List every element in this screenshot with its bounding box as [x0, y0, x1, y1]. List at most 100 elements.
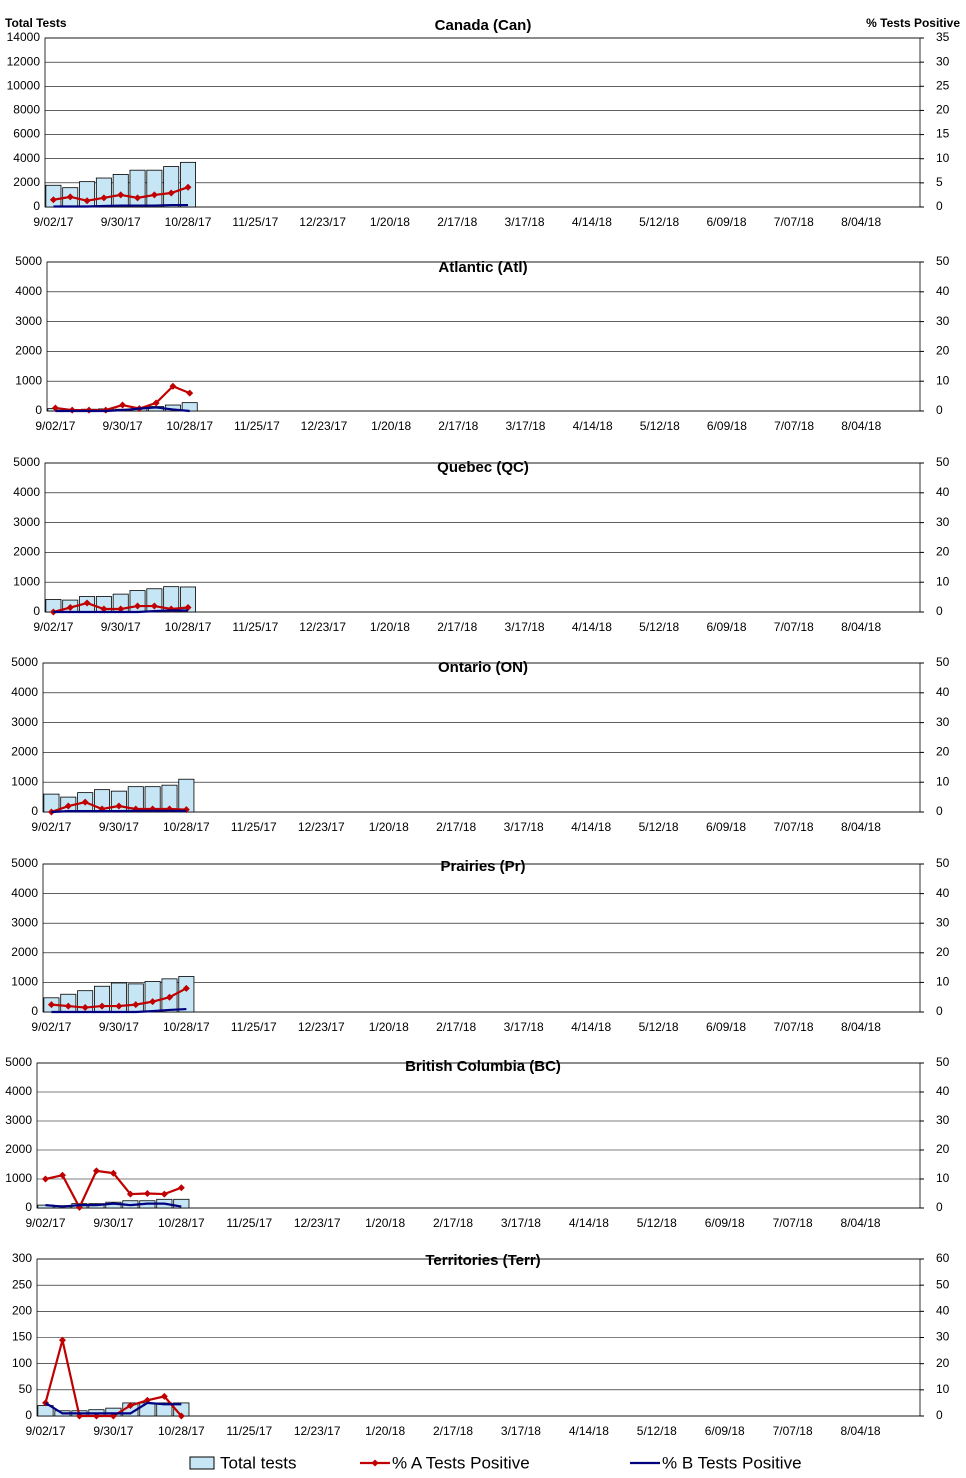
y2-tick-label: 0: [936, 403, 943, 417]
y-tick-label: 1000: [11, 975, 38, 989]
marker: [49, 196, 57, 204]
x-tick-label: 2/17/18: [438, 419, 478, 433]
chart-title: British Columbia (BC): [405, 1058, 561, 1075]
marker: [47, 1001, 55, 1009]
chart-title: Prairies (Pr): [440, 858, 525, 875]
x-tick-label: 2/17/18: [436, 820, 476, 834]
x-tick-label: 8/04/18: [841, 820, 881, 834]
x-tick-label: 11/25/17: [232, 620, 278, 634]
y2-tick-label: 10: [936, 151, 950, 165]
marker: [186, 389, 194, 397]
marker: [100, 194, 108, 202]
y2-tick-label: 50: [936, 655, 950, 669]
marker: [92, 1167, 100, 1175]
marker: [169, 382, 177, 390]
y-tick-label: 200: [12, 1304, 32, 1318]
x-tick-label: 1/20/18: [371, 419, 411, 433]
legend-label: % B Tests Positive: [662, 1453, 802, 1472]
y2-tick-label: 20: [936, 945, 950, 959]
marker: [58, 1171, 66, 1179]
marker: [177, 1184, 185, 1192]
legend-label: % A Tests Positive: [392, 1453, 530, 1472]
x-tick-label: 11/25/17: [226, 1216, 272, 1230]
y2-tick-label: 40: [936, 685, 950, 699]
x-tick-label: 12/23/17: [299, 620, 346, 634]
x-tick-label: 10/28/17: [165, 620, 212, 634]
marker: [149, 998, 157, 1006]
x-tick-label: 12/23/17: [301, 419, 348, 433]
plot-frame: [44, 462, 921, 613]
series-line: [51, 809, 187, 814]
x-tick-label: 2/17/18: [433, 1216, 473, 1230]
y2-tick-label: 0: [936, 1004, 943, 1018]
marker: [165, 993, 173, 1001]
x-tick-label: 5/12/18: [639, 215, 679, 229]
y-tick-label: 5000: [13, 455, 40, 469]
y2-tick-label: 50: [936, 1055, 950, 1069]
marker: [143, 1190, 151, 1197]
x-tick-label: 9/30/17: [101, 620, 141, 634]
x-tick-label: 9/30/17: [93, 1216, 133, 1230]
y2-tick-label: 40: [936, 284, 950, 298]
x-tick-label: 9/02/17: [25, 1216, 65, 1230]
marker: [51, 404, 59, 412]
marker: [132, 1001, 140, 1009]
y-tick-label: 2000: [13, 175, 40, 189]
y-tick-label: 4000: [5, 1084, 32, 1098]
marker: [58, 1336, 66, 1344]
marker: [83, 599, 91, 607]
y2-tick-label: 20: [936, 103, 950, 117]
x-tick-label: 2/17/18: [436, 1020, 476, 1034]
x-tick-label: 6/09/18: [706, 620, 746, 634]
y2-tick-label: 0: [936, 604, 943, 618]
bar: [112, 174, 129, 208]
x-tick-label: 6/09/18: [705, 1424, 745, 1438]
x-tick-label: 9/30/17: [99, 1020, 139, 1034]
y2-tick-label: 0: [936, 199, 943, 213]
chart-title: Quebec (QC): [437, 459, 529, 476]
marker: [167, 189, 175, 197]
y2-tick-label: 40: [936, 485, 950, 499]
bar: [45, 184, 62, 208]
x-tick-label: 11/25/17: [234, 419, 280, 433]
marker: [115, 1002, 123, 1010]
y-tick-label: 10000: [7, 78, 41, 92]
marker: [64, 1002, 72, 1010]
x-tick-label: 3/17/18: [501, 1216, 541, 1230]
x-tick-label: 6/09/18: [706, 215, 746, 229]
y-tick-label: 3000: [11, 715, 38, 729]
y-axis-label: Total Tests: [5, 16, 67, 30]
bar: [173, 1198, 190, 1209]
chart-title: Territories (Terr): [425, 1252, 540, 1269]
marker: [81, 798, 89, 806]
x-tick-label: 5/12/18: [639, 820, 679, 834]
y2-tick-label: 10: [936, 373, 950, 387]
marker: [81, 1004, 89, 1012]
x-tick-label: 10/28/17: [158, 1216, 205, 1230]
x-tick-label: 3/17/18: [504, 1020, 544, 1034]
y2-tick-label: 15: [936, 127, 950, 141]
y-tick-label: 50: [19, 1382, 33, 1396]
y2-tick-label: 50: [936, 455, 950, 469]
series-line: [44, 1401, 182, 1415]
y-tick-label: 5000: [11, 856, 38, 870]
y-tick-label: 8000: [13, 103, 40, 117]
x-tick-label: 10/28/17: [163, 1020, 210, 1034]
x-tick-label: 12/23/17: [298, 1020, 345, 1034]
y2-tick-label: 5: [936, 175, 943, 189]
x-tick-label: 12/23/17: [294, 1216, 341, 1230]
marker: [66, 604, 74, 612]
chart-title: Ontario (ON): [438, 659, 528, 676]
y2-tick-label: 0: [936, 1200, 943, 1214]
legend-marker: [371, 1459, 379, 1467]
x-tick-label: 10/28/17: [158, 1424, 205, 1438]
x-tick-label: 2/17/18: [437, 620, 477, 634]
x-tick-label: 12/23/17: [298, 820, 345, 834]
plot-frame: [36, 1062, 921, 1209]
y2-tick-label: 20: [936, 344, 950, 358]
marker: [41, 1175, 49, 1183]
x-tick-label: 9/02/17: [25, 1424, 65, 1438]
x-tick-label: 2/17/18: [437, 215, 477, 229]
bar: [139, 1402, 156, 1417]
